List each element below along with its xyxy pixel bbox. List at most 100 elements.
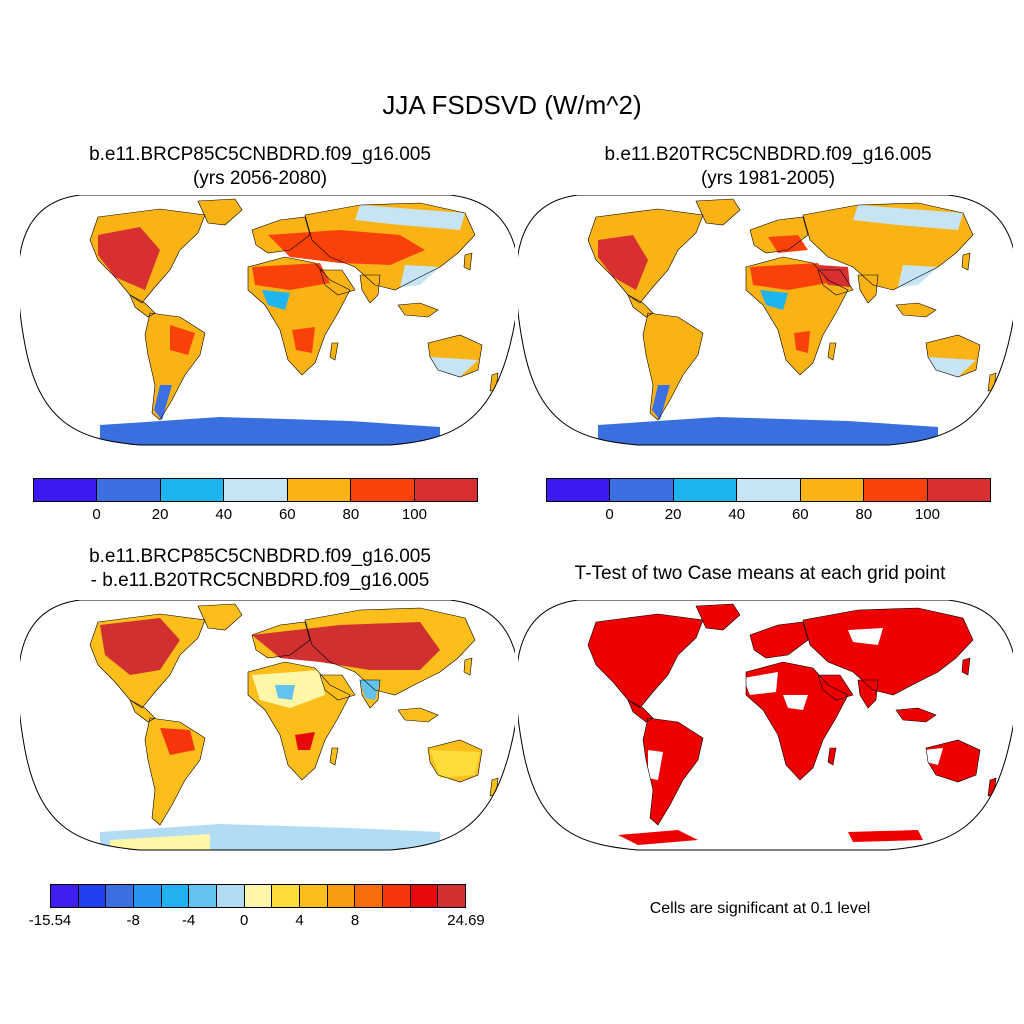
map-panel-ttest	[518, 600, 1013, 851]
hot-region-na	[598, 235, 648, 290]
warm-anom-eurasia	[252, 622, 440, 670]
hot-region-europe	[768, 235, 808, 253]
hot-region-safrica	[292, 327, 315, 353]
colorbar-box	[800, 479, 865, 501]
cool-region-seasia	[898, 265, 938, 287]
nonsig-andes	[648, 750, 663, 780]
sig-antarctica-e	[848, 830, 923, 842]
colorbar-box	[161, 885, 190, 907]
cool-region-wafrica	[262, 290, 290, 310]
colorbar-tick-label: 0	[605, 506, 614, 523]
nonsig-eafrica	[783, 695, 808, 710]
warm-anom-amazon	[160, 728, 195, 755]
colorbar-box	[414, 479, 477, 501]
colorbar-box	[547, 479, 611, 501]
cool-region-patagonia	[154, 385, 172, 420]
colorbar-tick-label: -15.54	[28, 912, 72, 929]
colorbar-box	[189, 885, 218, 907]
colorbar-tick-label: 20	[151, 506, 169, 523]
hot-region-sahara	[252, 263, 330, 290]
colorbar-rcp85	[33, 478, 478, 502]
colorbar-box	[34, 479, 98, 501]
colorbar-difference	[50, 884, 466, 908]
hot-region-safrica	[794, 331, 810, 353]
colorbar-tick-label: 40	[215, 506, 233, 523]
nonsig-sahara	[743, 672, 778, 695]
colorbar-box	[610, 479, 674, 501]
hot-region-arabia	[818, 265, 850, 287]
colorbar-box	[927, 479, 990, 501]
cool-anom-india	[360, 680, 380, 700]
colorbar-box	[134, 885, 162, 907]
colorbar-box	[217, 885, 245, 907]
colorbar-box	[97, 479, 161, 501]
colorbar-box	[160, 479, 225, 501]
colorbar-tick-label: 80	[342, 506, 360, 523]
colorbar-tick-label: 100	[401, 506, 427, 523]
colorbar-box	[673, 479, 738, 501]
panel4-title-line1: T-Test of two Case means at each grid po…	[574, 563, 946, 584]
colorbar-historical	[546, 478, 991, 502]
colorbar-tick-label: 20	[664, 506, 682, 523]
colorbar-tick-label: -4	[181, 912, 196, 929]
colorbar-box	[355, 885, 384, 907]
panel4-title: T-Test of two Case means at each grid po…	[510, 562, 1010, 586]
colorbar-box	[300, 885, 328, 907]
panel2-title-line1: b.e11.B20TRC5CNBDRD.f09_g16.005	[604, 144, 932, 165]
map-panel-rcp85	[20, 195, 515, 446]
colorbar-box	[78, 885, 107, 907]
colorbar-tick-label: 40	[728, 506, 746, 523]
colorbar-tick-label: -8	[126, 912, 140, 929]
colorbar-box	[351, 479, 415, 501]
colorbar-box	[224, 479, 288, 501]
panel3-title-line2: - b.e11.B20TRC5CNBDRD.f09_g16.005	[90, 570, 430, 591]
panel2-title-line2: (yrs 1981-2005)	[700, 168, 836, 189]
colorbar-tick-label: 24.69	[447, 912, 485, 929]
cool-region-seasia	[400, 265, 440, 287]
colorbar-tick-label: 100	[914, 506, 940, 523]
map-panel-historical	[518, 195, 1013, 446]
hot-region-eurasia	[268, 230, 425, 265]
colorbar-box	[438, 885, 466, 907]
cool-region-siberia	[853, 205, 963, 230]
nonsig-casia	[848, 628, 883, 645]
hot-region-sahara	[750, 263, 828, 290]
colorbar-tick-label: 8	[350, 912, 360, 929]
colorbar-box	[410, 885, 439, 907]
colorbar-tick-label: 0	[92, 506, 101, 523]
colorbar-tick-label: 80	[855, 506, 873, 523]
panel2-title: b.e11.B20TRC5CNBDRD.f09_g16.005 (yrs 198…	[518, 143, 1018, 191]
cool-anom-sahel	[275, 685, 295, 700]
colorbar-box	[287, 479, 352, 501]
colorbar-tick-label: 4	[295, 912, 304, 929]
colorbar-box	[51, 885, 79, 907]
colorbar-box	[327, 885, 356, 907]
colorbar-tick-label: 0	[239, 912, 249, 929]
colorbar-tick-label: 60	[278, 506, 296, 523]
colorbar-tick-label: 60	[791, 506, 809, 523]
hot-region-na	[98, 227, 160, 290]
cool-region-siberia	[355, 205, 465, 230]
panel3-title: b.e11.BRCP85C5CNBDRD.f09_g16.005 - b.e11…	[10, 545, 510, 593]
panel3-title-line1: b.e11.BRCP85C5CNBDRD.f09_g16.005	[89, 546, 431, 567]
panel1-title-line2: (yrs 2056-2080)	[192, 168, 328, 189]
colorbar-box	[383, 885, 411, 907]
warm-anom-na	[100, 618, 180, 675]
colorbar-box	[106, 885, 135, 907]
warm-anom-safrica	[295, 732, 315, 750]
colorbar-box	[864, 479, 928, 501]
neutral-anom-aus	[430, 750, 480, 778]
significance-note: Cells are significant at 0.1 level	[649, 900, 871, 917]
colorbar-box	[272, 885, 301, 907]
map-panel-difference	[20, 600, 515, 851]
panel1-title: b.e11.BRCP85C5CNBDRD.f09_g16.005 (yrs 20…	[10, 143, 510, 191]
cool-region-saus	[430, 357, 478, 377]
cool-region-wafrica	[760, 290, 788, 310]
antarctica-west	[110, 834, 210, 850]
sig-antarctica-w	[618, 830, 698, 845]
antarctica	[100, 824, 440, 850]
figure-title: JJA FSDSVD (W/m^2)	[382, 90, 642, 120]
cool-region-patagonia	[652, 385, 670, 420]
cool-region-saus	[928, 357, 976, 377]
panel1-title-line1: b.e11.BRCP85C5CNBDRD.f09_g16.005	[89, 144, 431, 165]
